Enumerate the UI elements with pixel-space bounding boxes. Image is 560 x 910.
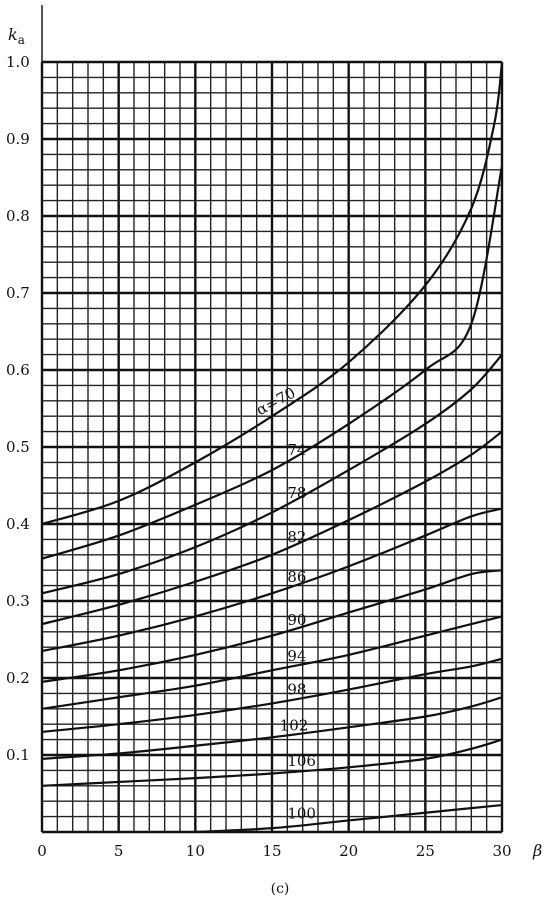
x-tick-labels: 0 5 10 15 20 25 30 — [37, 842, 511, 860]
curve-94 — [41, 615, 503, 710]
x-axis-label: β — [532, 841, 542, 860]
curve-86 — [41, 507, 503, 653]
curves — [41, 61, 504, 834]
y-tick-label: 0.9 — [6, 130, 30, 148]
curve-78 — [41, 353, 503, 595]
curve-90 — [41, 569, 503, 683]
curve-74 — [41, 165, 504, 560]
curve-label-100: 100 — [287, 805, 316, 823]
y-tick-label: 0.5 — [6, 438, 30, 456]
x-tick-label: 0 — [37, 842, 47, 860]
x-tick-label: 25 — [416, 842, 435, 860]
x-tick-label: 20 — [339, 842, 358, 860]
y-tick-label: 0.4 — [6, 515, 30, 533]
y-axis-label: ka — [8, 25, 25, 47]
curve-98 — [41, 657, 503, 733]
y-tick-label: 1.0 — [6, 53, 30, 71]
curve-70 — [41, 61, 504, 526]
y-tick-label: 0.2 — [6, 669, 30, 687]
y-tick-label: 0.6 — [6, 361, 30, 379]
curve-label-94: 94 — [287, 647, 306, 665]
curve-82 — [41, 430, 503, 626]
y-tick-label: 0.7 — [6, 284, 30, 302]
y-tick-label: 0.3 — [6, 592, 30, 610]
curve-label-106: 106 — [287, 752, 316, 770]
curve-label-82: 82 — [287, 528, 306, 546]
x-tick-label: 10 — [186, 842, 205, 860]
curve-102 — [41, 696, 503, 760]
curve-106 — [41, 738, 503, 787]
y-tick-labels: 0.1 0.2 0.3 0.4 0.5 0.6 0.7 0.8 0.9 1.0 — [6, 53, 30, 764]
curve-label-90: 90 — [287, 611, 306, 629]
curve-100 — [195, 803, 503, 834]
x-tick-label: 30 — [492, 842, 511, 860]
curve-label-102: 102 — [280, 716, 309, 734]
curve-label-78: 78 — [287, 484, 306, 502]
x-tick-label: 15 — [262, 842, 281, 860]
curve-label-74: 74 — [287, 441, 306, 459]
y-tick-label: 0.8 — [6, 207, 30, 225]
y-axis-label-sub: a — [18, 33, 25, 47]
curve-label-86: 86 — [287, 568, 306, 586]
curve-label-98: 98 — [287, 681, 306, 699]
y-tick-label: 0.1 — [6, 746, 30, 764]
grid — [40, 60, 504, 834]
x-tick-label: 5 — [114, 842, 124, 860]
figure-caption: (c) — [271, 881, 290, 897]
y-axis-label-main: k — [8, 25, 18, 44]
